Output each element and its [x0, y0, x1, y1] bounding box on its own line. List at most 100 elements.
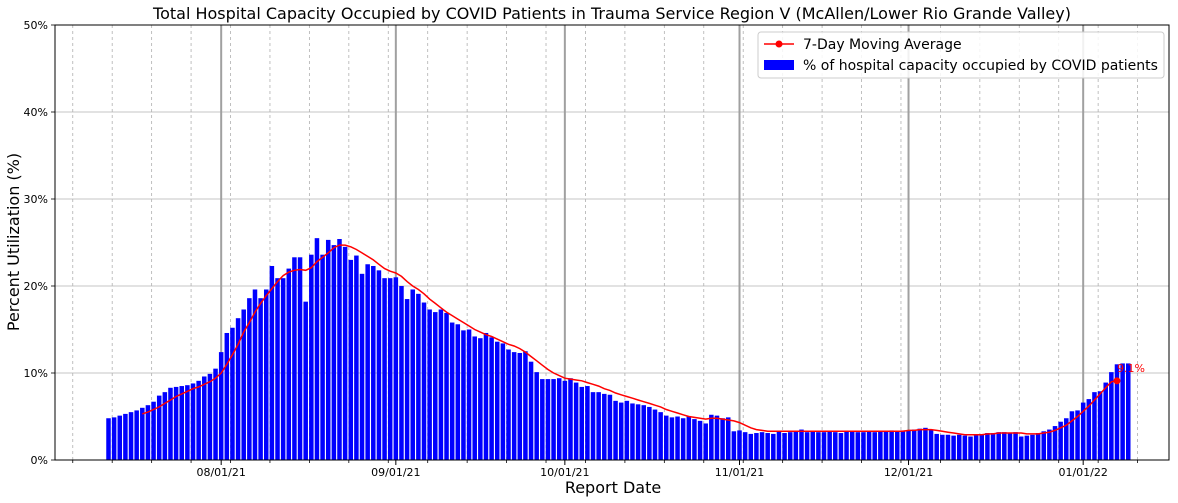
bar: [348, 259, 354, 460]
bar: [787, 432, 793, 460]
bar: [804, 432, 810, 460]
bar: [528, 361, 534, 460]
bar: [585, 386, 590, 460]
bar: [568, 378, 573, 460]
bar: [765, 433, 770, 460]
bar: [218, 352, 224, 460]
bar: [658, 412, 663, 460]
y-tick-label: 30%: [24, 193, 48, 206]
bar: [607, 394, 613, 460]
bar: [1035, 433, 1041, 460]
bar: [906, 430, 911, 460]
bar: [478, 338, 483, 460]
bar: [190, 383, 196, 460]
bar: [821, 432, 827, 460]
bar: [1002, 432, 1007, 460]
bar: [506, 349, 511, 460]
x-tick-label: 11/01/21: [715, 466, 764, 479]
bar: [1080, 402, 1086, 460]
bar: [1041, 431, 1046, 460]
bar: [207, 373, 213, 460]
bar: [641, 405, 646, 460]
bar: [500, 343, 506, 460]
bar: [134, 410, 139, 460]
bar: [754, 433, 759, 460]
bar: [1018, 436, 1024, 460]
bar: [962, 435, 968, 460]
bar: [590, 392, 596, 460]
bar: [1007, 433, 1013, 460]
bar: [934, 433, 939, 460]
bar: [923, 427, 928, 460]
bar: [827, 431, 832, 460]
bar: [523, 351, 528, 460]
bar: [303, 301, 308, 460]
y-axis: 0% 10% 20% 30% 40% 50%: [24, 19, 55, 467]
bar: [990, 433, 996, 460]
bar: [900, 430, 906, 460]
bar: [314, 238, 320, 460]
bar: [878, 431, 883, 460]
bar: [117, 415, 123, 460]
bar: [816, 432, 821, 460]
bar: [230, 327, 235, 460]
bar: [224, 332, 230, 460]
bar: [196, 380, 201, 460]
bar: [799, 429, 804, 460]
bar: [173, 386, 179, 460]
bar: [128, 412, 134, 460]
x-tick-label: 09/01/21: [371, 466, 420, 479]
bar: [748, 433, 754, 460]
bar: [956, 434, 962, 460]
bar: [337, 239, 342, 460]
bar: [793, 431, 799, 460]
bar: [106, 418, 111, 460]
bar: [483, 332, 489, 460]
bar: [416, 293, 421, 460]
bar: [545, 379, 551, 460]
legend-bar-label: % of hospital capacity occupied by COVID…: [803, 58, 1158, 74]
bar: [613, 400, 618, 460]
bar: [940, 434, 945, 460]
moving-average-line: [142, 244, 1118, 436]
bar: [573, 382, 579, 460]
bar: [624, 400, 630, 460]
bar: [951, 435, 956, 460]
bar: [449, 322, 455, 460]
bar: [123, 413, 128, 460]
bar: [1052, 426, 1058, 460]
bar: [354, 255, 359, 460]
bar: [911, 429, 917, 460]
bar: [703, 423, 708, 460]
bar: [252, 289, 258, 460]
bar: [928, 429, 934, 460]
y-tick-label: 50%: [24, 19, 48, 32]
bar: [331, 245, 337, 460]
bar: [280, 278, 286, 460]
bar: [556, 378, 562, 460]
bar: [669, 417, 675, 460]
bar: [602, 393, 607, 460]
bar: [241, 309, 246, 460]
bar: [618, 402, 624, 460]
bar: [742, 432, 748, 460]
bar: [156, 395, 162, 460]
bar: [111, 417, 117, 460]
bar: [387, 278, 393, 460]
bar: [1047, 429, 1052, 460]
bar: [917, 428, 923, 460]
bar: [985, 433, 990, 460]
bar: [596, 392, 601, 460]
bar: [540, 379, 545, 460]
bar: [438, 309, 444, 460]
bar: [579, 386, 585, 460]
bar: [849, 431, 855, 460]
bar: [759, 432, 765, 460]
bar: [714, 415, 720, 460]
bar: [1126, 363, 1131, 460]
bar: [247, 298, 252, 460]
bar: [517, 352, 523, 460]
y-tick-label: 10%: [24, 367, 48, 380]
legend-line-marker: [775, 40, 783, 48]
